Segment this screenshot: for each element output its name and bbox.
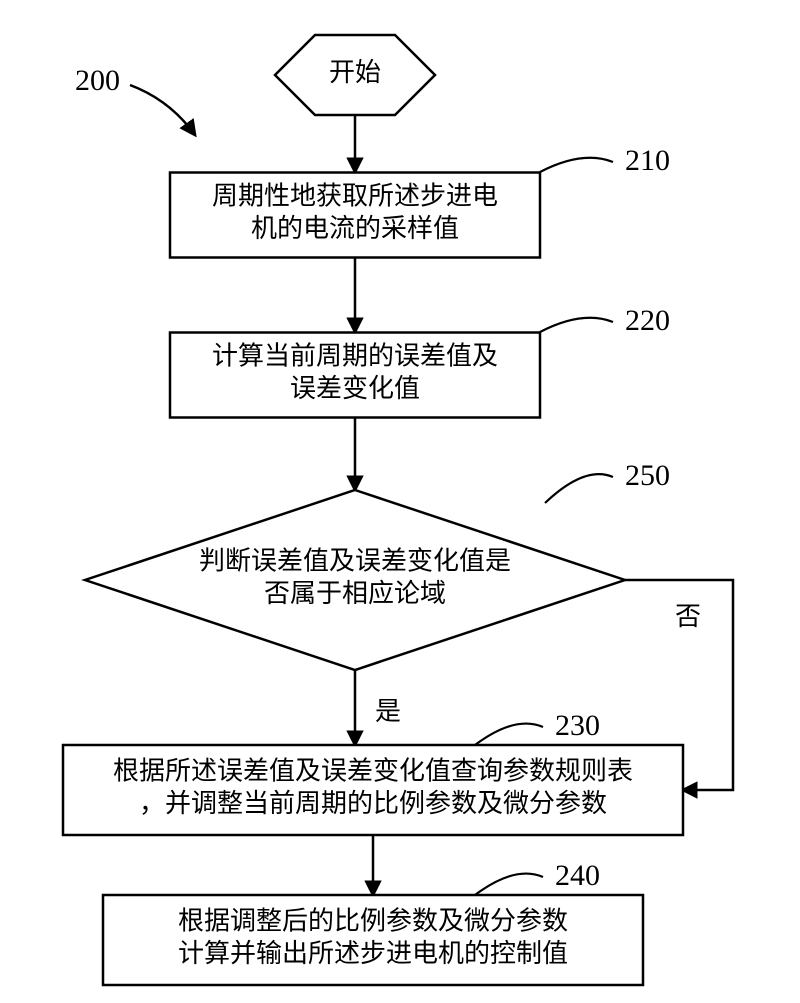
figure-label: 200 [75,64,120,97]
svg-text:误差变化值: 误差变化值 [290,374,420,403]
svg-text:根据所述误差值及误差变化值查询参数规则表: 根据所述误差值及误差变化值查询参数规则表 [113,757,633,786]
callout-label: 240 [555,859,600,892]
svg-text:，并调整当前周期的比例参数及微分参数: ，并调整当前周期的比例参数及微分参数 [139,789,607,818]
svg-text:开始: 开始 [329,58,381,87]
callout-label: 220 [625,304,670,337]
svg-text:计算并输出所述步进电机的控制值: 计算并输出所述步进电机的控制值 [178,939,568,968]
edge-label: 否 [675,602,701,631]
callout-label: 230 [555,709,600,742]
svg-text:根据调整后的比例参数及微分参数: 根据调整后的比例参数及微分参数 [178,907,568,936]
callout-label: 210 [625,144,670,177]
edge-label: 是 [375,697,401,726]
svg-text:计算当前周期的误差值及: 计算当前周期的误差值及 [212,342,498,371]
svg-text:否属于相应论域: 否属于相应论域 [264,579,446,608]
callout-label: 250 [625,459,670,492]
svg-text:周期性地获取所述步进电: 周期性地获取所述步进电 [212,182,498,211]
svg-text:判断误差值及误差变化值是: 判断误差值及误差变化值是 [199,547,511,576]
svg-text:机的电流的采样值: 机的电流的采样值 [251,214,459,243]
